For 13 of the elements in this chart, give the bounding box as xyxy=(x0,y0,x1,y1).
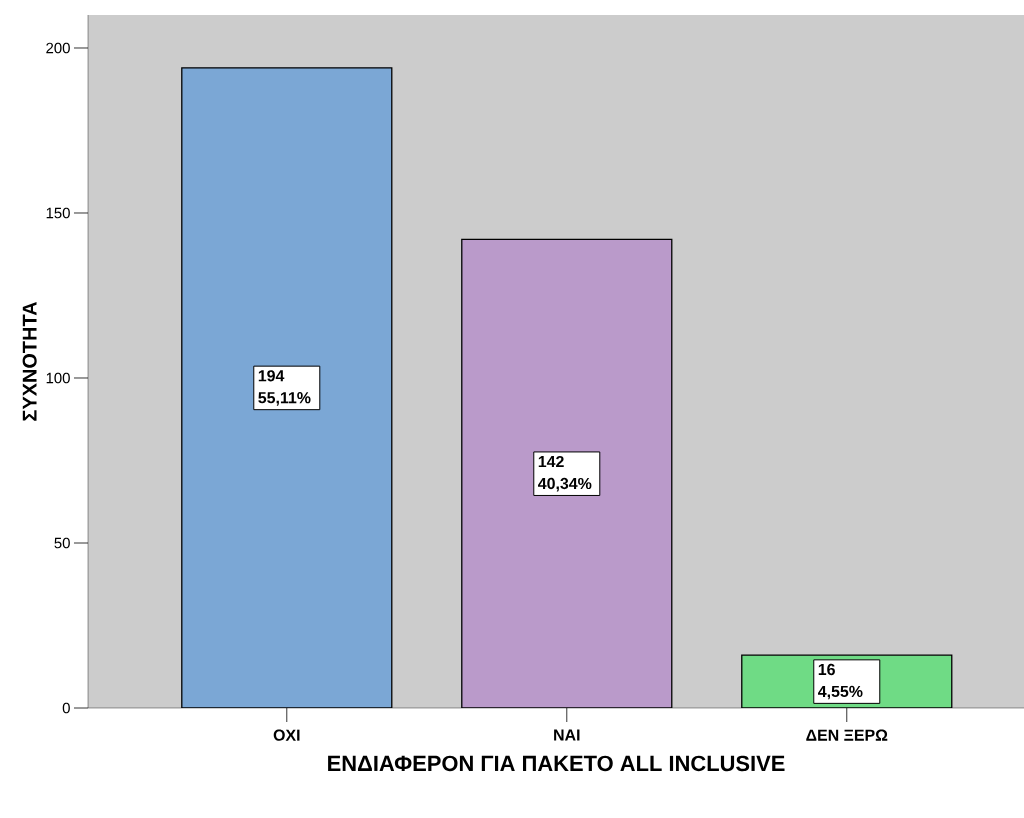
y-axis-title: ΣΥΧΝΟΤΗΤΑ xyxy=(22,301,37,421)
y-tick-label: 50 xyxy=(54,537,70,549)
x-tick-label: ΔΕΝ ΞΕΡΩ xyxy=(806,729,888,741)
x-axis-title: ΕΝΔΙΑΦΕΡΟΝ ΓΙΑ ΠΑΚΕΤΟ ALL INCLUSIVE xyxy=(328,755,785,772)
y-tick-label: 100 xyxy=(46,372,70,384)
x-tick-label: ΝΑΙ xyxy=(554,729,580,741)
y-tick-label: 150 xyxy=(46,207,70,219)
y-tick-label: 0 xyxy=(62,702,70,714)
y-tick-label: 200 xyxy=(46,42,70,54)
data-label: 194 55,11% xyxy=(258,370,311,406)
x-tick-label: ΟΧΙ xyxy=(273,729,300,741)
data-label: 16 4,55% xyxy=(818,663,863,700)
data-label: 142 40,34% xyxy=(538,455,592,492)
